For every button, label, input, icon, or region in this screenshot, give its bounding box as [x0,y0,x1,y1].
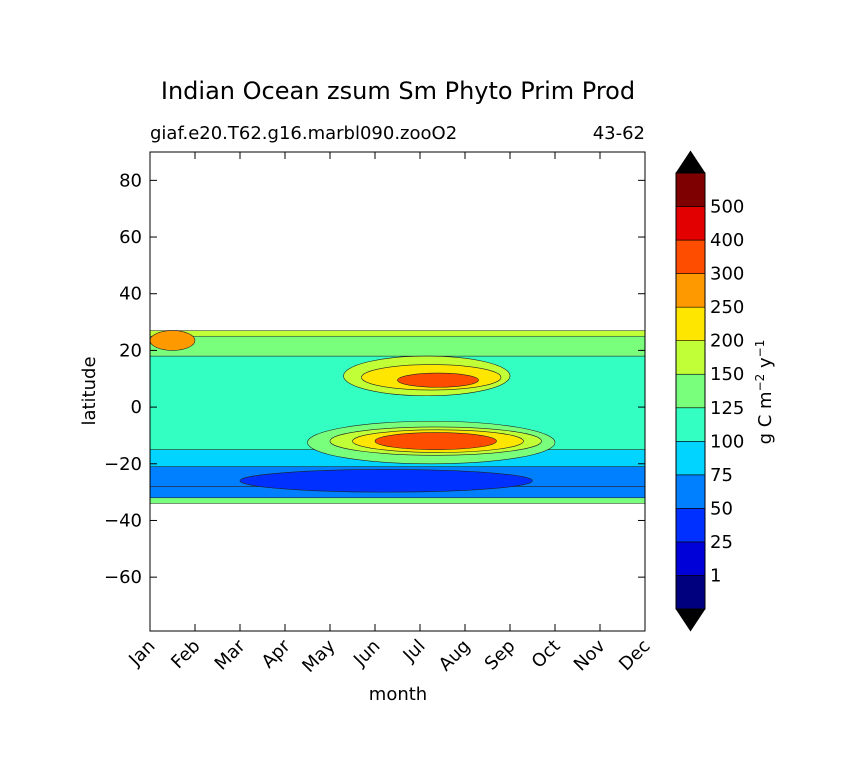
colorbar-tick-label: 200 [710,331,744,352]
plot-frame [149,151,646,632]
x-tick-label: Sep [481,636,520,675]
contour-low-1 [239,469,533,493]
colorbar-label-part-3: y [755,357,776,374]
y-tick-label: −20 [104,454,142,475]
x-tick-label: Dec [615,636,654,675]
y-tick-label: −40 [104,510,142,531]
colorbar-tick-label: 125 [710,398,744,419]
contour-band-7 [150,330,645,337]
colorbar-segment [675,172,706,207]
colorbar-tick-label: 50 [710,498,733,519]
colorbar-tick-label: 75 [710,465,733,486]
colorbar-segment [675,441,706,476]
x-tick-label: May [298,635,339,676]
colorbar-label: g C m−2 y−1 [753,340,776,445]
y-tick-label: 0 [131,397,142,418]
colorbar-tick-label: 150 [710,364,744,385]
colorbar-under-arrow [675,608,706,632]
colorbar-segment [675,575,706,610]
contour-band-1 [150,497,645,504]
contour-high-5 [374,432,497,450]
x-axis-label: month [369,684,427,705]
colorbar-segment [675,273,706,308]
x-tick-label: Feb [167,636,204,673]
x-tick-label: Aug [435,636,475,676]
colorbar-tick-label: 100 [710,431,744,452]
colorbar-tick-label: 400 [710,230,744,251]
colorbar-segment [675,340,706,375]
x-tick-label: Jun [349,636,384,671]
y-tick-label: −60 [104,567,142,588]
contour-high-9 [150,330,196,351]
x-tick-label: Oct [528,636,565,673]
colorbar-segment [675,541,706,576]
x-tick-label: Jan [124,636,159,671]
y-tick-label: 60 [119,227,142,248]
colorbar-segment [675,474,706,509]
colorbar-tick-label: 25 [710,532,733,553]
y-axis: 80 60 40 20 0 −20 −40 −60 [104,170,645,588]
colorbar-segment [675,306,706,341]
colorbar-frame [675,172,706,610]
colorbar-tick-label: 300 [710,264,744,285]
y-tick-label: 40 [119,284,142,305]
colorbar-tick-label: 1 [710,565,721,586]
y-axis-label: latitude [79,356,100,425]
x-tick-label: Mar [211,635,250,674]
colorbar-segment [675,206,706,241]
chart-title: Indian Ocean zsum Sm Phyto Prim Prod [161,77,635,105]
chart-subtitle-right: 43-62 [593,123,645,144]
colorbar-over-arrow [675,150,706,174]
contour-high-8 [397,372,479,388]
colorbar-tick-label: 250 [710,297,744,318]
x-tick-label: Apr [258,635,295,672]
colorbar-segment [675,373,706,409]
x-tick-label: Jul [399,636,430,667]
colorbar-segment [675,239,706,274]
colorbar-label-part-1: g C m [755,391,776,444]
y-tick-label: 20 [119,340,142,361]
colorbar-tick-label: 500 [710,197,744,218]
plot-area [150,330,645,504]
chart-subtitle-left: giaf.e20.T62.g16.marbl090.zooO2 [150,123,457,144]
colorbar-segment [675,407,706,442]
colorbar-label-part-2: −2 [753,374,767,392]
contour-band-6 [150,335,645,357]
colorbar-segment [675,508,706,543]
y-tick-label: 80 [119,170,142,191]
colorbar-label-part-4: −1 [753,340,767,358]
x-tick-label: Nov [570,635,610,675]
